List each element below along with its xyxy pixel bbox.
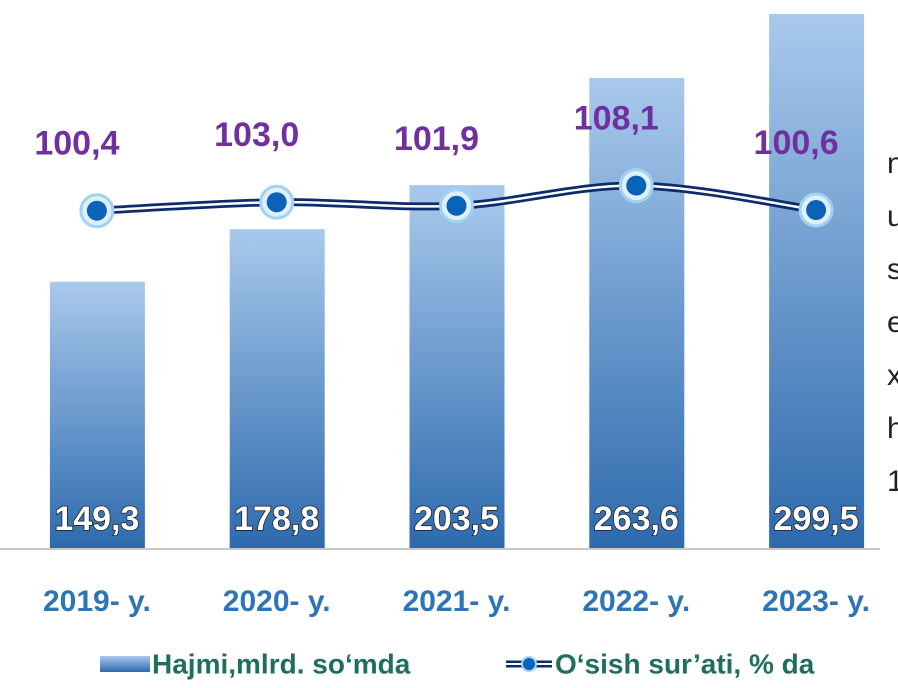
marker-core: [626, 175, 647, 196]
line-value-label: 101,9: [394, 120, 479, 158]
bar-value-label: 299,5: [774, 500, 859, 538]
legend-swatch: [100, 656, 150, 672]
bar: [769, 13, 865, 549]
marker-core: [266, 192, 287, 213]
bar: [229, 229, 325, 548]
bar-value-label: 203,5: [414, 500, 499, 538]
bar-value-label: 178,8: [234, 500, 319, 538]
bar: [589, 77, 685, 548]
bar-value-label: 149,3: [54, 500, 139, 538]
bar: [409, 185, 505, 548]
x-tick-label: 2021- y.: [403, 585, 511, 618]
line-value-label: 108,1: [574, 100, 659, 138]
annotation: s: [887, 253, 898, 286]
x-tick-label: 2022- y.: [582, 585, 690, 618]
x-tick-label: 2019- y.: [43, 585, 151, 618]
marker-core: [446, 195, 467, 216]
bar-value-label: 263,6: [594, 500, 679, 538]
annotation: 1: [887, 465, 898, 498]
annotation: h: [887, 412, 898, 445]
x-tick-label: 2023- y.: [762, 585, 870, 618]
annotation: u: [887, 200, 898, 233]
legend-marker: [521, 656, 537, 672]
line-value-label: 100,4: [34, 125, 119, 163]
line-value-label: 100,6: [754, 124, 839, 162]
annotation: n: [887, 147, 898, 180]
marker-core: [86, 200, 107, 221]
legend-label: Hajmi,mlrd. so‘mda: [152, 648, 411, 679]
annotation: x: [887, 359, 898, 392]
legend-label: O‘sish sur’ati, % da: [555, 648, 815, 679]
bar: [49, 281, 145, 548]
marker-core: [806, 200, 827, 221]
annotation: e: [887, 306, 898, 339]
line-value-label: 103,0: [214, 116, 299, 154]
x-tick-label: 2020- y.: [223, 585, 331, 618]
